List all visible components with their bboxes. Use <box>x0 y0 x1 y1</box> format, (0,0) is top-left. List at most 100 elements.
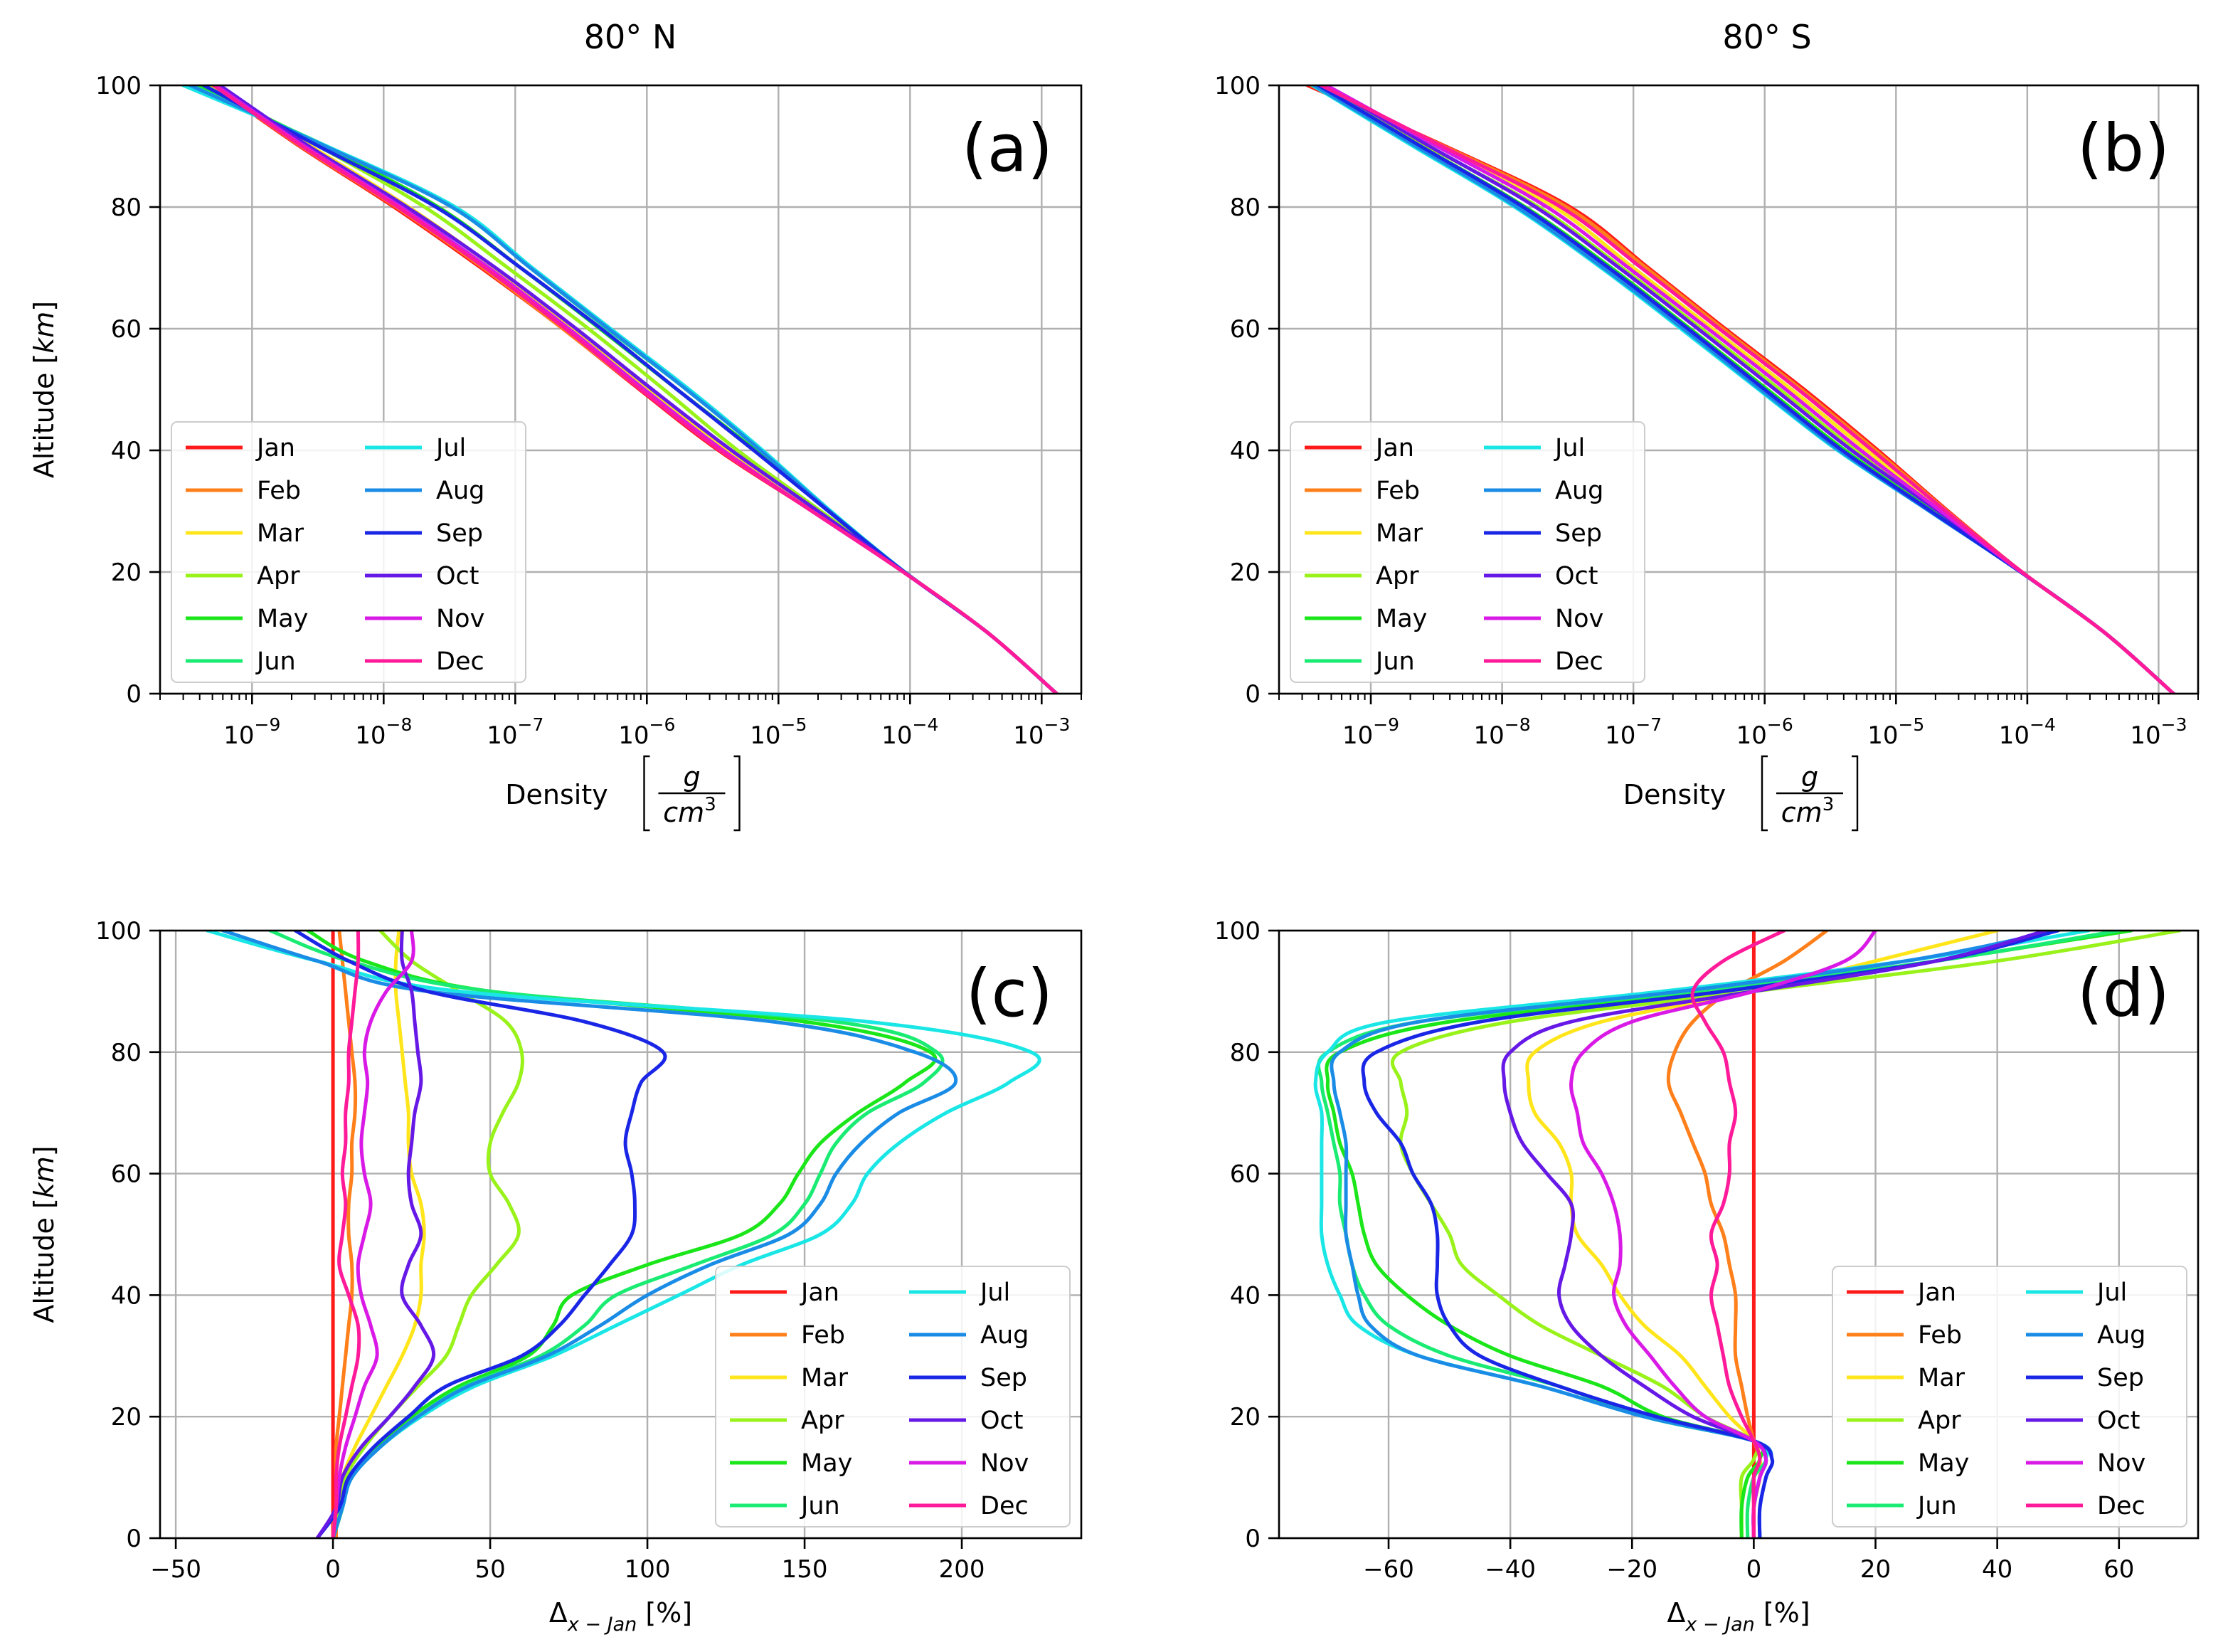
x-tick-label-base: 10 <box>355 721 386 750</box>
legend-label-aug: Aug <box>2097 1321 2145 1350</box>
x-tick-label: 10−9 <box>1342 714 1399 750</box>
y-axis-label: Altitude [km] <box>28 301 60 478</box>
legend-label-feb: Feb <box>1376 477 1420 505</box>
x-axis-unit-denominator-base: cm <box>1781 797 1823 828</box>
legend-label-mar: Mar <box>801 1364 849 1392</box>
x-tick-label-exponent: −4 <box>913 714 939 735</box>
y-tick-label: 100 <box>1214 72 1261 100</box>
x-axis-label: Δx − Jan [%] <box>1667 1597 1810 1636</box>
x-tick-label: 10−7 <box>1605 714 1662 750</box>
legend-label-apr: Apr <box>1376 562 1419 591</box>
series-line-dec <box>1320 85 2175 694</box>
y-tick-label: 100 <box>1214 917 1261 946</box>
panel-label: (c) <box>966 955 1053 1032</box>
series-lines <box>1305 85 2175 694</box>
plot-frame <box>159 84 1083 695</box>
y-axis-label-text: Altitude [ <box>28 354 60 478</box>
x-tick-label: 0 <box>325 1555 341 1584</box>
legend-label-oct: Oct <box>980 1407 1024 1435</box>
y-tick-label: 0 <box>1245 1525 1261 1553</box>
x-tick-label-base: 10 <box>1605 721 1635 750</box>
legend-label-apr: Apr <box>1918 1407 1961 1435</box>
y-tick-label: 80 <box>111 194 142 222</box>
series-lines <box>1313 931 2182 1538</box>
x-tick-label: 40 <box>1982 1555 2012 1584</box>
x-tick-label: 150 <box>782 1555 828 1584</box>
x-tick-label: 100 <box>625 1555 671 1584</box>
legend: Jan Feb Mar Apr May Jun Jul Aug Sep Oct Nov Dec <box>715 1266 1071 1527</box>
x-tick-label-exponent: −3 <box>2161 714 2187 735</box>
legend-label-feb: Feb <box>257 477 301 505</box>
y-tick-label: 60 <box>1230 315 1261 344</box>
legend-label-sep: Sep <box>980 1364 1027 1392</box>
y-tick-label: 80 <box>111 1039 142 1067</box>
legend-box <box>171 421 526 683</box>
legend-box <box>1290 421 1645 683</box>
x-tick-label: −50 <box>150 1555 201 1584</box>
legend-label-may: May <box>1376 605 1427 633</box>
legend-label-jan: Jan <box>255 434 295 462</box>
x-axis-unit-bracket-right <box>1852 755 1859 832</box>
x-axis-label-unit: [%] <box>637 1597 692 1629</box>
x-axis-label: Density <box>1623 779 1726 810</box>
y-tick-label: 80 <box>1230 194 1261 222</box>
legend-label-may: May <box>257 605 308 633</box>
column-title-80s: 80° S <box>1722 18 1811 56</box>
legend-label-nov: Nov <box>2097 1449 2145 1478</box>
legend-label-apr: Apr <box>257 562 300 591</box>
series-line-dec <box>1690 931 1786 1538</box>
x-tick-label-exponent: −5 <box>781 714 807 735</box>
x-tick-label-exponent: −5 <box>1898 714 1924 735</box>
x-tick-label-base: 10 <box>223 721 254 750</box>
series-lines <box>205 931 1041 1538</box>
legend-label-mar: Mar <box>257 519 304 548</box>
y-tick-label: 40 <box>1230 437 1261 465</box>
x-tick-label: 10−6 <box>618 714 675 750</box>
y-tick-label: 0 <box>126 680 142 709</box>
legend-label-mar: Mar <box>1376 519 1423 548</box>
series-lines <box>181 85 1059 694</box>
y-tick-label: 40 <box>111 437 142 465</box>
x-axis-unit-denominator-exponent: 3 <box>704 794 716 815</box>
x-tick-label-exponent: −6 <box>1767 714 1793 735</box>
x-tick-label: 20 <box>1860 1555 1891 1584</box>
x-tick-label: 10−8 <box>355 714 412 750</box>
series-line-nov <box>331 931 415 1538</box>
panel-c-chart: −50 0 50 100 150 200 0 20 40 60 80 100 Altitude [km]… <box>28 917 1083 1636</box>
legend-label-may: May <box>1918 1449 1969 1478</box>
legend-label-jul: Jul <box>1554 434 1585 462</box>
legend-label-jul: Jul <box>979 1278 1010 1307</box>
y-axis-label-bracket: ] <box>28 301 60 312</box>
x-axis-label-unit: [%] <box>1755 1597 1810 1629</box>
x-tick-label-exponent: −8 <box>1505 714 1531 735</box>
legend-box <box>715 1266 1071 1527</box>
legend-label-mar: Mar <box>1918 1364 1965 1392</box>
plot-frame <box>159 929 1083 1540</box>
legend-label-aug: Aug <box>1555 477 1603 505</box>
x-tick-label-base: 10 <box>881 721 912 750</box>
plot-frame <box>1278 929 2200 1540</box>
x-tick-label: 10−3 <box>2130 714 2187 750</box>
series-line-jul <box>205 931 1041 1538</box>
legend-label-sep: Sep <box>2097 1364 2144 1392</box>
legend-label-jul: Jul <box>435 434 466 462</box>
y-tick-label: 100 <box>95 72 142 100</box>
panel-b-chart: 10−9 10−8 10−7 10−6 10−5 10−4 10−3020406080100… <box>1214 72 2200 832</box>
legend-label-jun: Jun <box>255 647 296 676</box>
x-tick-label-exponent: −8 <box>386 714 413 735</box>
panel-label: (d) <box>2077 955 2170 1032</box>
y-tick-label: 20 <box>111 558 142 587</box>
legend-label-dec: Dec <box>436 647 484 676</box>
x-tick-label: 10−5 <box>1867 714 1924 750</box>
legend-label-oct: Oct <box>2097 1407 2140 1435</box>
x-tick-label-base: 10 <box>1474 721 1505 750</box>
series-line-dec <box>331 931 361 1538</box>
x-tick-label-base: 10 <box>1867 721 1898 750</box>
legend-label-oct: Oct <box>436 562 479 591</box>
x-tick-label-base: 10 <box>1342 721 1373 750</box>
x-axis-unit-numerator: g <box>1801 761 1818 793</box>
x-tick-label-base: 10 <box>2130 721 2160 750</box>
legend-label-dec: Dec <box>980 1492 1029 1520</box>
legend-label-sep: Sep <box>436 519 483 548</box>
